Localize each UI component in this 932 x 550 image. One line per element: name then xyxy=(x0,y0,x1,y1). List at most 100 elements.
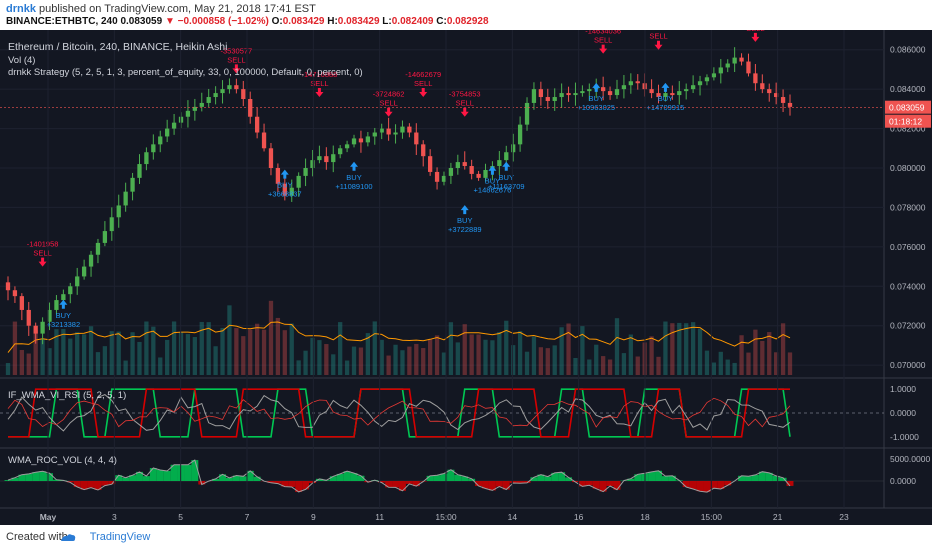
red-step-line xyxy=(8,388,790,438)
high-value: 0.083429 xyxy=(337,16,380,27)
roc-bar xyxy=(4,480,12,481)
legend-strategy: drnkk Strategy (5, 2, 5, 1, 3, percent_o… xyxy=(8,67,363,78)
candle-body xyxy=(19,296,24,310)
roc-bar xyxy=(509,481,517,484)
roc-bar xyxy=(516,481,524,484)
candle-body xyxy=(649,89,654,94)
roc-bar xyxy=(772,475,780,481)
candle-body xyxy=(358,138,364,143)
chart-area[interactable]: 0.086000 0.084000 0.082000 0.080000 0.078000… xyxy=(0,30,932,525)
candle-body xyxy=(268,148,274,168)
candle-body xyxy=(338,148,343,155)
candle-body xyxy=(434,171,440,182)
candle-body xyxy=(787,102,793,107)
buy-label: BUY xyxy=(457,216,472,225)
volume-bar xyxy=(109,331,114,375)
candle-body xyxy=(697,81,703,86)
sell-arrow-icon xyxy=(38,257,47,267)
buy-label: BUY xyxy=(589,94,604,103)
tradingview-brand[interactable]: TradingView xyxy=(89,531,151,543)
candle-body xyxy=(732,57,737,64)
roc-bar xyxy=(461,476,469,481)
candle-body xyxy=(241,89,246,99)
roc-bar xyxy=(634,474,642,481)
candle-body xyxy=(324,156,329,163)
roc-bar xyxy=(495,481,503,487)
volume-bar xyxy=(697,328,703,375)
volume-bar xyxy=(462,324,467,375)
volume-bar xyxy=(81,334,87,375)
volume-bar xyxy=(379,339,384,375)
candle-body xyxy=(5,282,11,291)
candle-body xyxy=(47,309,52,322)
created-with-text: Created with xyxy=(6,531,68,543)
legend-main: Ethereum / Bitcoin, 240, BINANCE, Heikin… xyxy=(8,41,228,53)
price-tick-label: 0.082000 xyxy=(890,124,926,134)
volume-bar xyxy=(414,343,419,375)
volume-bar xyxy=(628,334,633,375)
volume-bar xyxy=(753,329,758,375)
volume-bar xyxy=(393,344,398,375)
roc-bar xyxy=(696,481,704,492)
volume-bar xyxy=(248,329,253,375)
sell-amount: -14662679 xyxy=(405,70,441,79)
volume-bar xyxy=(690,322,696,375)
buy-amount: +11163709 xyxy=(488,182,525,191)
candle-body xyxy=(407,126,412,133)
volume-bar xyxy=(275,317,281,375)
candle-body xyxy=(61,294,66,301)
volume-bar xyxy=(116,331,121,375)
sell-arrow-icon xyxy=(419,88,428,98)
roc-bar xyxy=(530,477,538,481)
time-tick-label: 9 xyxy=(311,512,316,522)
sell-arrow-icon xyxy=(384,107,393,117)
volume-bar xyxy=(351,346,357,375)
sell-amount: -3530577 xyxy=(221,46,253,55)
candle-body xyxy=(234,85,239,90)
roc-bar xyxy=(599,481,607,492)
volume-bar xyxy=(171,321,177,375)
gray-oscillator-line xyxy=(7,394,791,432)
volume-bar xyxy=(26,353,31,375)
candle-body xyxy=(26,309,31,326)
candle-body xyxy=(95,242,101,255)
volume-bar xyxy=(199,321,204,375)
candle-body xyxy=(635,81,640,84)
buy-label: BUY xyxy=(485,177,500,186)
buy-label: BUY xyxy=(499,173,514,182)
volume-bar xyxy=(165,339,170,375)
volume-bar xyxy=(151,326,156,375)
candle-body xyxy=(441,175,447,182)
roc-bar xyxy=(163,470,171,481)
sell-label: SELL xyxy=(746,30,764,33)
username-link[interactable]: drnkk xyxy=(6,3,36,15)
candle-body xyxy=(614,89,620,96)
sell-arrow-icon xyxy=(751,32,760,42)
last-price: 0.083059 xyxy=(120,16,163,27)
candle-body xyxy=(331,154,336,163)
candle-body xyxy=(400,126,405,133)
volume-bar xyxy=(780,323,786,375)
roc-bar xyxy=(94,481,102,490)
chart-canvas[interactable]: 0.086000 0.084000 0.082000 0.080000 0.078000… xyxy=(0,30,932,525)
candle-body xyxy=(767,89,772,94)
candle-body xyxy=(511,144,516,153)
time-tick-label: 23 xyxy=(839,512,849,522)
roc-bar xyxy=(689,481,697,490)
volume-bar xyxy=(303,350,308,375)
candle-body xyxy=(171,122,177,129)
low-value: 0.082409 xyxy=(391,16,434,27)
buy-arrow-icon xyxy=(502,161,511,171)
last-price-badge-text: 0.083059 xyxy=(889,103,925,113)
roc-bar xyxy=(149,468,157,481)
candle-body xyxy=(185,110,191,117)
pane2-tick-label: -1.0000 xyxy=(890,432,919,442)
roc-bar xyxy=(11,477,19,481)
volume-bar xyxy=(427,339,433,375)
roc-bar xyxy=(468,478,476,481)
volume-bar xyxy=(746,352,751,375)
